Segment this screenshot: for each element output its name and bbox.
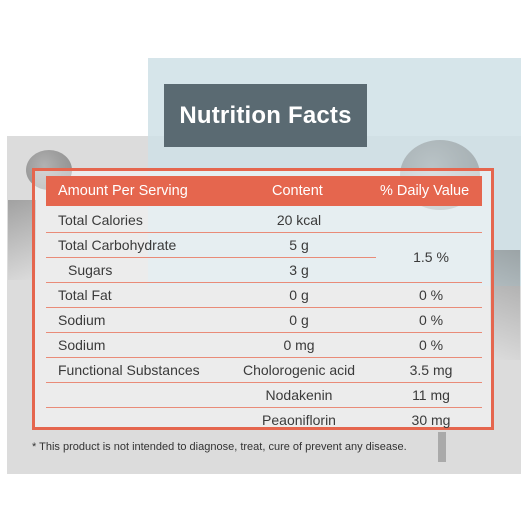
table-row: Functional Substances Cholorogenic acid …: [46, 358, 482, 382]
row-content: 3 g: [289, 262, 309, 278]
row-content: 0 g: [289, 312, 309, 328]
row-name: Total Calories: [58, 212, 143, 228]
row-name: Functional Substances: [58, 362, 200, 378]
row-name: Sodium: [58, 337, 106, 353]
table-row: Sodium 0 g 0 %: [46, 308, 482, 332]
row-divider: [46, 307, 482, 308]
disclaimer-footnote: * This product is not intended to diagno…: [32, 441, 407, 453]
row-content: Cholorogenic acid: [242, 362, 356, 378]
row-content: 5 g: [289, 237, 309, 253]
row-name: Sodium: [58, 312, 106, 328]
page-title: Nutrition Facts: [179, 101, 352, 129]
row-divider: [46, 357, 482, 358]
row-daily-value: 30 mg: [411, 412, 451, 428]
nutrition-table: Amount Per Serving Content % Daily Value…: [32, 168, 494, 430]
merged-daily-value: 1.5 %: [413, 249, 449, 265]
table-row: Sugars 3 g: [46, 258, 482, 282]
table-row: Peaoniflorin 30 mg: [46, 408, 482, 432]
table-row: Total Fat 0 g 0 %: [46, 283, 482, 307]
table-row: Sodium 0 mg 0 %: [46, 333, 482, 357]
row-daily-value: 0 %: [418, 337, 444, 353]
plant-stem-right-image: [490, 250, 520, 360]
row-content: Nodakenin: [265, 387, 333, 403]
row-daily-value: 0 %: [418, 312, 444, 328]
row-name: Total Carbohydrate: [58, 237, 177, 253]
row-name: Total Fat: [58, 287, 112, 303]
table-header-row: Amount Per Serving Content % Daily Value: [46, 176, 482, 206]
row-content: Peaoniflorin: [262, 412, 336, 428]
header-content: Content: [272, 183, 323, 199]
plant-stem-bottom-image: [438, 432, 446, 462]
row-daily-value: 3.5 mg: [409, 362, 453, 378]
table-row: Nodakenin 11 mg: [46, 383, 482, 407]
row-content: 0 g: [289, 287, 309, 303]
table-row: Total Carbohydrate 5 g: [46, 233, 482, 257]
row-divider: [46, 407, 482, 408]
header-daily-value: % Daily Value: [380, 183, 470, 199]
table-row: Total Calories 20 kcal: [46, 208, 482, 232]
row-content: 0 mg: [283, 337, 315, 353]
header-amount-per-serving: Amount Per Serving: [58, 183, 188, 199]
row-divider: [46, 232, 482, 233]
row-divider: [46, 332, 482, 333]
title-banner: Nutrition Facts: [164, 84, 367, 147]
row-daily-value: 11 mg: [412, 387, 450, 403]
row-daily-value: 0 %: [418, 287, 444, 303]
row-divider: [46, 282, 482, 283]
row-name: Sugars: [68, 262, 113, 278]
plant-stem-left-image: [8, 200, 36, 280]
row-divider: [46, 257, 376, 258]
row-content: 20 kcal: [276, 212, 322, 228]
row-divider: [46, 382, 482, 383]
